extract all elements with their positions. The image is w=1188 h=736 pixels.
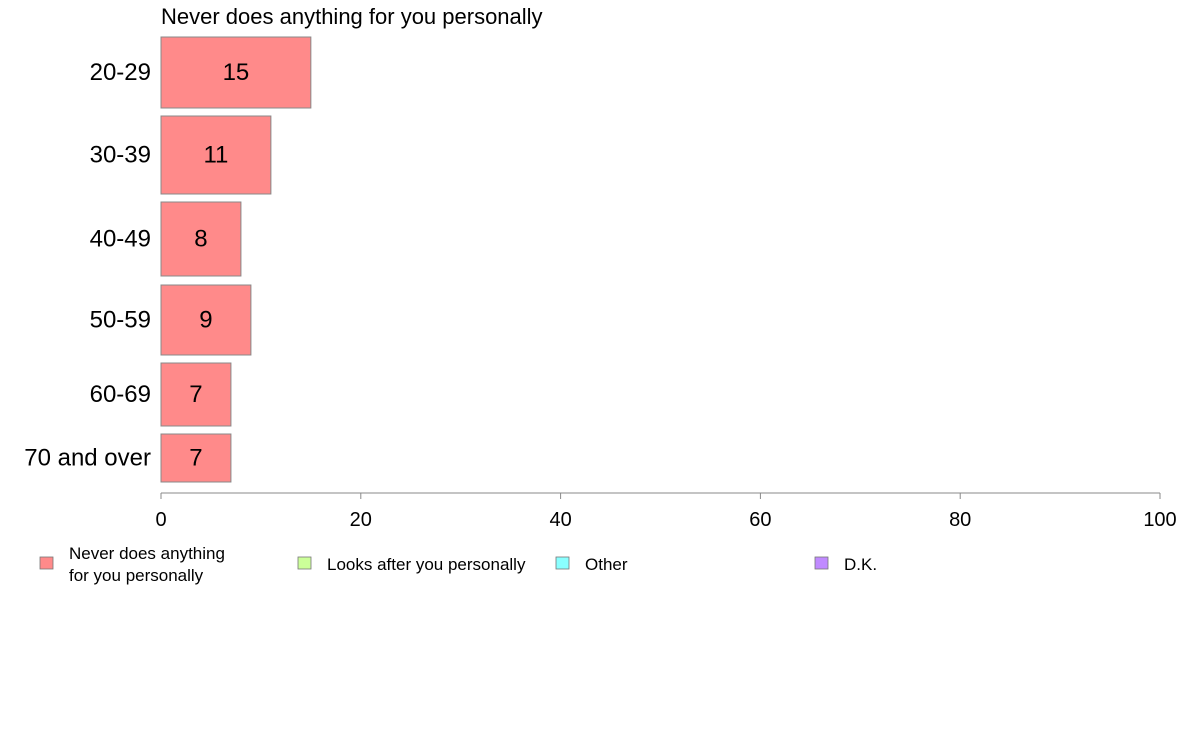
- category-label: 40-49: [90, 226, 151, 253]
- x-tick-label: 100: [1143, 509, 1176, 531]
- legend-swatch: [814, 556, 829, 570]
- x-tick-label: 60: [749, 509, 771, 531]
- legend-label: Looks after you personally: [327, 555, 526, 574]
- category-label: 20-29: [90, 59, 151, 86]
- legend-item: Looks after you personally: [297, 555, 526, 574]
- legend-swatch: [555, 556, 570, 570]
- bar-value-label: 7: [189, 381, 202, 408]
- bar: [160, 36, 312, 109]
- bar: [160, 201, 242, 277]
- legend-swatch: [39, 556, 54, 570]
- legend-label: Never does anything: [69, 544, 225, 563]
- legend-item: D.K.: [814, 555, 877, 574]
- x-tick-label: 20: [350, 509, 372, 531]
- legend-swatch: [297, 556, 312, 570]
- legend: Never does anything for you personally Loo…: [39, 544, 877, 585]
- x-axis: 0 20 40 60 80 100: [155, 492, 1177, 531]
- bar-value-label: 15: [223, 59, 250, 86]
- x-tick-label: 80: [949, 509, 971, 531]
- bar: [160, 362, 232, 427]
- x-tick-label: 0: [155, 509, 166, 531]
- chart-title: Never does anything for you personally: [161, 4, 543, 29]
- category-label: 60-69: [90, 381, 151, 408]
- x-tick-label: 40: [549, 509, 571, 531]
- legend-label: Other: [585, 555, 628, 574]
- bar: [160, 115, 272, 195]
- legend-item: Other: [555, 555, 628, 574]
- category-label: 30-39: [90, 142, 151, 169]
- bar: [160, 433, 232, 483]
- category-label: 50-59: [90, 307, 151, 334]
- legend-label: D.K.: [844, 555, 877, 574]
- bar-value-label: 9: [199, 307, 212, 334]
- legend-label: for you personally: [69, 566, 204, 585]
- bar-value-label: 7: [189, 445, 202, 472]
- bar-value-label: 8: [194, 226, 207, 253]
- bar: [160, 284, 252, 356]
- bar-value-label: 11: [203, 142, 228, 169]
- category-label: 70 and over: [24, 445, 151, 472]
- legend-item: Never does anything for you personally: [39, 544, 225, 585]
- bars-layer: 15 20-29 11 30-39 8 40-49 9 50-59 7 60-69 7 70 and …: [24, 36, 312, 483]
